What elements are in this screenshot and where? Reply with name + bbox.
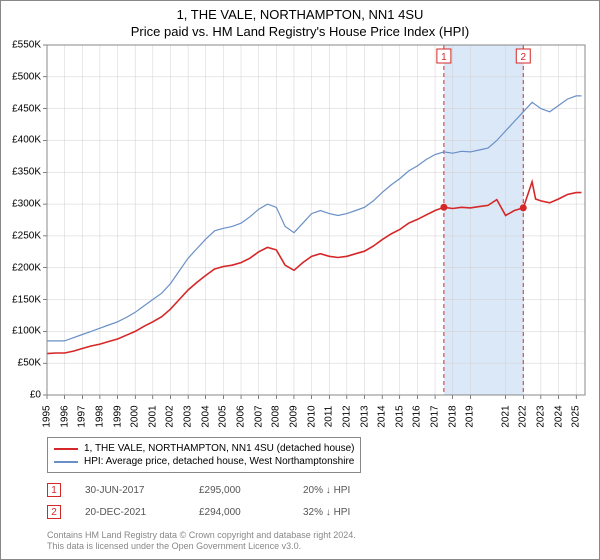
- x-tick-label: 2022: [518, 405, 529, 427]
- x-tick-label: 2011: [324, 406, 335, 428]
- x-tick-label: 2007: [253, 405, 264, 427]
- x-axis: 1995199619971998199920002001200220032004…: [47, 397, 585, 437]
- x-tick-label: 2014: [377, 405, 388, 427]
- y-tick-label: £100K: [12, 326, 41, 337]
- svg-text:2: 2: [520, 52, 526, 63]
- y-tick-label: £300K: [12, 199, 41, 210]
- x-tick-label: 2010: [306, 405, 317, 427]
- sale-price: £294,000: [199, 507, 279, 518]
- legend-label: HPI: Average price, detached house, West…: [84, 456, 354, 467]
- x-tick-label: 2017: [430, 405, 441, 427]
- x-tick-label: 2023: [535, 405, 546, 427]
- sale-marker: 2: [47, 505, 61, 519]
- chart-svg: 12: [47, 45, 585, 395]
- x-tick-label: 2009: [288, 405, 299, 427]
- x-tick-label: 2025: [571, 405, 582, 427]
- x-tick-label: 2003: [183, 405, 194, 427]
- footer-line-2: This data is licensed under the Open Gov…: [47, 541, 356, 553]
- svg-text:1: 1: [441, 52, 447, 63]
- x-tick-label: 2024: [553, 405, 564, 427]
- y-axis: £0£50K£100K£150K£200K£250K£300K£350K£400…: [1, 45, 45, 395]
- x-tick-label: 1998: [94, 405, 105, 427]
- plot-area: 12: [47, 45, 585, 395]
- footer-attribution: Contains HM Land Registry data © Crown c…: [47, 530, 356, 553]
- x-tick-label: 2019: [465, 405, 476, 427]
- y-tick-label: £250K: [12, 230, 41, 241]
- y-tick-label: £50K: [18, 358, 41, 369]
- sale-delta: 20% ↓ HPI: [303, 485, 350, 496]
- x-tick-label: 2004: [200, 405, 211, 427]
- legend-label: 1, THE VALE, NORTHAMPTON, NN1 4SU (detac…: [84, 443, 354, 454]
- y-tick-label: £400K: [12, 135, 41, 146]
- y-tick-label: £550K: [12, 40, 41, 51]
- x-tick-label: 2018: [447, 405, 458, 427]
- legend-swatch: [54, 448, 78, 450]
- legend-swatch: [54, 461, 78, 463]
- x-tick-label: 2005: [218, 405, 229, 427]
- sale-row: 1 30-JUN-2017 £295,000 20% ↓ HPI: [47, 479, 350, 501]
- x-tick-label: 2002: [165, 405, 176, 427]
- y-tick-label: £450K: [12, 103, 41, 114]
- sale-row: 2 20-DEC-2021 £294,000 32% ↓ HPI: [47, 501, 350, 523]
- sale-date: 30-JUN-2017: [85, 485, 175, 496]
- legend: 1, THE VALE, NORTHAMPTON, NN1 4SU (detac…: [47, 437, 361, 473]
- legend-item: 1, THE VALE, NORTHAMPTON, NN1 4SU (detac…: [54, 442, 354, 455]
- chart-container: 1, THE VALE, NORTHAMPTON, NN1 4SU Price …: [0, 0, 600, 560]
- x-tick-label: 2006: [236, 405, 247, 427]
- y-tick-label: £150K: [12, 294, 41, 305]
- x-tick-label: 1996: [59, 405, 70, 427]
- x-tick-label: 1995: [42, 405, 53, 427]
- x-tick-label: 2008: [271, 405, 282, 427]
- footer-line-1: Contains HM Land Registry data © Crown c…: [47, 530, 356, 542]
- title-area: 1, THE VALE, NORTHAMPTON, NN1 4SU Price …: [1, 1, 599, 39]
- sale-date: 20-DEC-2021: [85, 507, 175, 518]
- x-tick-label: 1999: [112, 405, 123, 427]
- sales-table: 1 30-JUN-2017 £295,000 20% ↓ HPI 2 20-DEC-202…: [47, 479, 350, 523]
- sale-marker: 1: [47, 483, 61, 497]
- y-tick-label: £350K: [12, 167, 41, 178]
- y-tick-label: £0: [30, 390, 41, 401]
- y-tick-label: £200K: [12, 262, 41, 273]
- x-tick-label: 2015: [394, 405, 405, 427]
- legend-item: HPI: Average price, detached house, West…: [54, 455, 354, 468]
- sale-delta: 32% ↓ HPI: [303, 507, 350, 518]
- sale-price: £295,000: [199, 485, 279, 496]
- x-tick-label: 1997: [77, 405, 88, 427]
- x-tick-label: 2000: [130, 405, 141, 427]
- x-tick-label: 2001: [147, 405, 158, 427]
- x-tick-label: 2012: [341, 405, 352, 427]
- x-tick-label: 2016: [412, 405, 423, 427]
- chart-subtitle: Price paid vs. HM Land Registry's House …: [1, 24, 599, 39]
- y-tick-label: £500K: [12, 71, 41, 82]
- x-tick-label: 2013: [359, 405, 370, 427]
- x-tick-label: 2021: [500, 405, 511, 427]
- chart-title: 1, THE VALE, NORTHAMPTON, NN1 4SU: [1, 7, 599, 22]
